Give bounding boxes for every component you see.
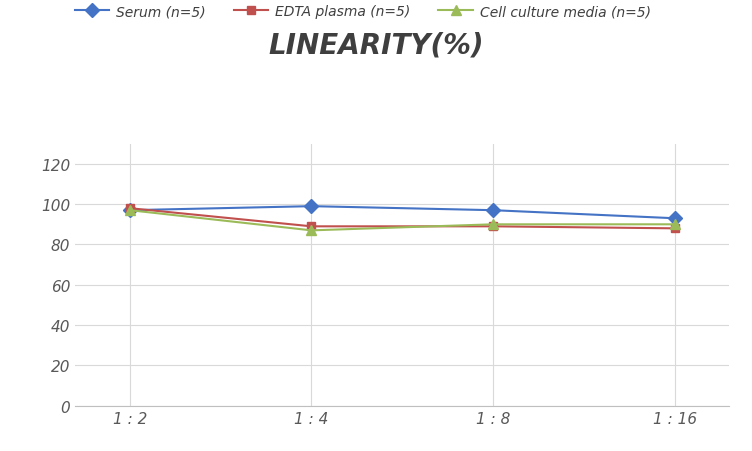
EDTA plasma (n=5) bbox=[671, 226, 680, 231]
Serum (n=5) bbox=[489, 208, 498, 213]
EDTA plasma (n=5) bbox=[307, 224, 316, 230]
Line: Serum (n=5): Serum (n=5) bbox=[125, 202, 680, 224]
Cell culture media (n=5) bbox=[125, 208, 134, 213]
Cell culture media (n=5) bbox=[489, 222, 498, 227]
Serum (n=5) bbox=[307, 204, 316, 209]
Serum (n=5) bbox=[671, 216, 680, 221]
Line: Cell culture media (n=5): Cell culture media (n=5) bbox=[125, 206, 680, 236]
Line: EDTA plasma (n=5): EDTA plasma (n=5) bbox=[126, 205, 679, 233]
Serum (n=5) bbox=[125, 208, 134, 213]
Cell culture media (n=5) bbox=[671, 222, 680, 227]
Cell culture media (n=5) bbox=[307, 228, 316, 234]
Legend: Serum (n=5), EDTA plasma (n=5), Cell culture media (n=5): Serum (n=5), EDTA plasma (n=5), Cell cul… bbox=[69, 0, 656, 25]
EDTA plasma (n=5) bbox=[489, 224, 498, 230]
Text: LINEARITY(%): LINEARITY(%) bbox=[268, 32, 484, 60]
EDTA plasma (n=5) bbox=[125, 206, 134, 212]
